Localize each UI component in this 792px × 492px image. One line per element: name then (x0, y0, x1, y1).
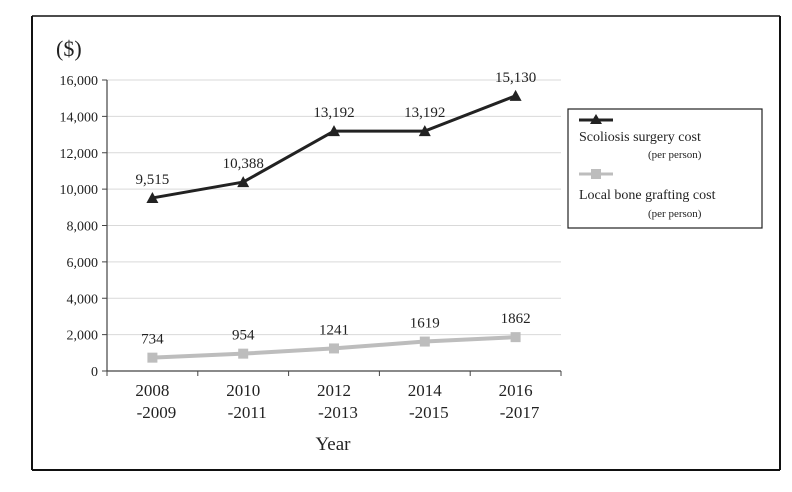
legend-label: Local bone grafting cost (579, 188, 716, 203)
data-label: 13,192 (404, 105, 445, 121)
x-axis-title: Year (315, 434, 351, 455)
y-tick-label: 8,000 (67, 220, 99, 235)
legend-sublabel: (per person) (648, 149, 702, 161)
x-tick-label-range: -2011 (228, 403, 267, 422)
y-tick-label: 16,000 (60, 74, 99, 89)
data-point-square (329, 343, 339, 354)
data-point-square (238, 348, 249, 359)
y-tick-label: 2,000 (67, 329, 99, 344)
x-tick-label-year: 2014 (408, 381, 443, 400)
y-tick-label: 12,000 (60, 147, 99, 162)
data-point-square (510, 332, 521, 343)
y-tick-label: 10,000 (60, 183, 99, 198)
x-tick-label-year: 2016 (499, 381, 533, 400)
data-point-triangle (509, 89, 522, 101)
legend: Scoliosis surgery cost (per person) Loca… (567, 108, 763, 229)
data-label: 10,388 (223, 156, 264, 172)
x-tick-label-year: 2010 (226, 381, 260, 400)
x-tick-label-range: -2009 (137, 403, 177, 422)
legend-square-marker (591, 169, 601, 179)
y-tick-label: 4,000 (67, 292, 99, 307)
series: 734 954 1241 1619 1862 9,515 10,388 13,192 13,19… (136, 70, 536, 363)
legend-entry-bone-grafting: Local bone grafting cost (per person) (579, 169, 716, 220)
x-tick-label-range: -2015 (409, 403, 449, 422)
legend-box (567, 108, 763, 229)
x-tick-label-range: -2013 (318, 403, 358, 422)
legend-entry-scoliosis: Scoliosis surgery cost (per person) (579, 114, 702, 161)
x-tick-label-year: 2008 (135, 381, 169, 400)
data-point-triangle (418, 125, 431, 137)
legend-label: Scoliosis surgery cost (579, 130, 701, 145)
data-point-square (147, 352, 158, 363)
data-label: 1619 (410, 316, 440, 332)
y-tick-label: 6,000 (67, 256, 99, 271)
axes: 0 2,000 4,000 6,000 8,000 10,000 12,000 14,000 1… (60, 74, 562, 422)
data-point-triangle (237, 176, 250, 188)
data-label: 954 (232, 328, 255, 344)
x-tick-label-year: 2012 (317, 381, 351, 400)
y-unit-label: ($) (56, 36, 82, 61)
data-point-triangle (146, 191, 159, 203)
data-label: 9,515 (136, 172, 170, 188)
data-label: 734 (141, 332, 164, 348)
data-point-triangle (328, 125, 340, 137)
y-tick-label: 0 (91, 365, 98, 380)
data-point-square (419, 336, 430, 347)
data-label: 1241 (319, 322, 349, 338)
y-tick-label: 14,000 (60, 110, 99, 125)
legend-sublabel: (per person) (648, 208, 702, 220)
grid (107, 79, 561, 336)
data-label: 1862 (501, 311, 531, 327)
x-tick-label-range: -2017 (500, 403, 540, 422)
legend-triangle-marker (590, 114, 602, 124)
data-label: 15,130 (495, 70, 536, 86)
data-label: 13,192 (313, 105, 354, 121)
